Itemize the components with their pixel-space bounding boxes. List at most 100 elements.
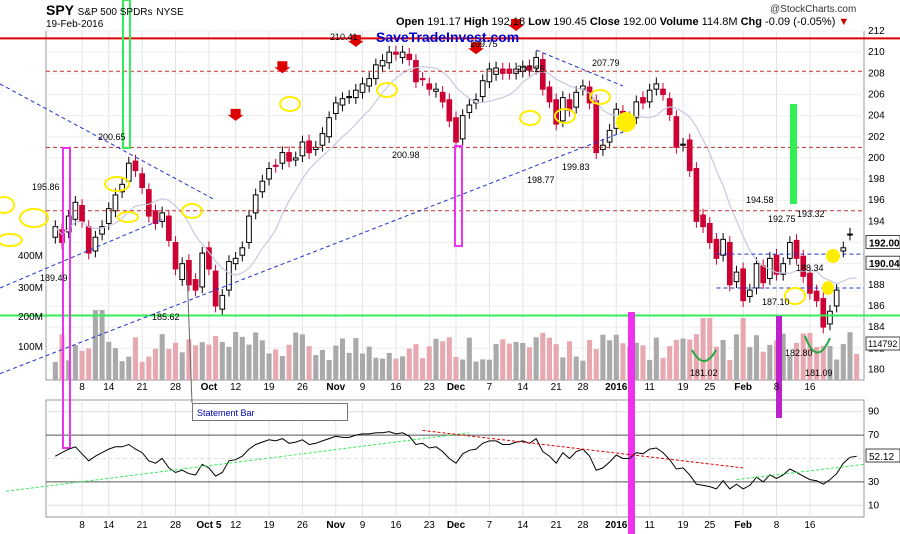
y-tick-label: 206 <box>868 89 885 100</box>
chg-label: Chg <box>740 16 762 28</box>
volume-bar <box>393 358 399 380</box>
volume-bar <box>827 346 833 380</box>
candle-body <box>533 56 539 69</box>
candle-body <box>366 78 373 87</box>
candle-body <box>593 100 600 154</box>
candle-body <box>192 279 199 291</box>
y-tick-label: 202 <box>868 132 885 143</box>
downtrend-line <box>535 49 624 87</box>
y-tick-label: 210 <box>868 47 885 58</box>
volume-bar <box>607 340 613 380</box>
volume-bar <box>66 360 72 380</box>
candle-body <box>539 59 546 90</box>
volume-bar <box>199 342 205 380</box>
volume-bar <box>653 337 659 380</box>
candle-body <box>166 215 172 241</box>
candle-body <box>787 242 793 259</box>
volume-bar <box>720 339 726 380</box>
volume-axis-label: 400M <box>18 251 43 262</box>
last-price-tag: 190.04 <box>869 259 900 270</box>
volume-tag-box <box>865 336 900 351</box>
candle-body <box>79 205 85 222</box>
volume-bar <box>807 332 813 380</box>
volume-bar <box>486 359 492 380</box>
brand-link[interactable]: SaveTradeInvest.com <box>376 29 520 45</box>
volume-bar <box>306 346 312 380</box>
candle-body <box>319 133 326 146</box>
yellow-highlight-ellipse <box>784 287 806 305</box>
volume-bar <box>333 345 339 380</box>
volume-bar <box>460 359 466 380</box>
rsi-support-trendline <box>736 463 865 481</box>
price-label: 198.77 <box>527 175 555 185</box>
candle-body <box>807 272 813 294</box>
volume-bar <box>473 361 479 380</box>
x-tick-label: 9 <box>360 382 366 393</box>
volume-bar <box>279 355 285 380</box>
down-arrow-icon: ▼ <box>838 16 850 28</box>
volume-bar <box>546 337 553 380</box>
x-tick-label-bottom: 28 <box>170 520 182 531</box>
candle-body <box>459 115 466 140</box>
candle-body <box>419 78 426 81</box>
volume-bar <box>620 343 626 380</box>
x-tick-label: 19 <box>263 382 275 393</box>
volume-label: Volume <box>659 16 699 28</box>
yellow-highlight-ellipse <box>0 196 15 214</box>
candle-body <box>85 226 92 254</box>
rsi-tag-box <box>865 448 900 463</box>
candle-body <box>206 247 212 270</box>
candle-body <box>633 101 640 119</box>
x-tick-label-bottom: Dec <box>447 520 466 531</box>
red-arrow-icon <box>508 19 525 31</box>
x-tick-label: 8 <box>79 382 85 393</box>
last-price-tag-box <box>865 235 900 250</box>
rsi-resistance-trendline <box>422 429 744 469</box>
candle-body <box>326 117 332 138</box>
x-tick-label-bottom: 8 <box>79 520 85 531</box>
volume-bar <box>99 310 105 380</box>
volume-bar <box>139 361 145 380</box>
candle-body <box>286 152 292 162</box>
volume-bar <box>380 358 386 380</box>
volume-bar <box>406 348 412 380</box>
x-tick-label: 25 <box>704 382 716 393</box>
volume-bar <box>226 346 232 380</box>
candle-body <box>433 88 439 92</box>
candle-body <box>479 80 486 98</box>
volume-bar <box>794 342 800 380</box>
uptrend-line <box>0 128 630 375</box>
candle-body <box>546 86 553 103</box>
volume-bar <box>540 332 546 380</box>
volume-bar <box>680 338 686 380</box>
volume-bars <box>52 310 860 380</box>
candle-body <box>847 233 853 236</box>
candle-body <box>406 53 413 61</box>
yellow-highlight-ellipse <box>376 82 398 98</box>
close-label: Close <box>589 16 620 28</box>
volume-bar <box>206 344 212 380</box>
volume-bar <box>152 348 159 380</box>
candle-body <box>686 139 693 172</box>
statement-bar-callout: Statement Bar <box>192 403 348 421</box>
volume-bar <box>660 357 666 380</box>
candle-body <box>466 104 473 113</box>
volume-bar <box>640 345 646 380</box>
candle-body <box>726 242 733 286</box>
rsi-y-tick-label: 70 <box>868 430 880 441</box>
y-tick-label: 180 <box>868 364 885 375</box>
low-label: Low <box>528 16 551 28</box>
volume-bar <box>667 346 673 380</box>
volume-bar <box>179 352 185 380</box>
volume-bar <box>840 344 846 380</box>
price-label: 192.75 <box>768 214 796 224</box>
x-tick-label-bottom: Feb <box>734 520 752 531</box>
x-tick-label-bottom: 26 <box>297 520 309 531</box>
volume-tag: 114792 <box>868 339 897 349</box>
y-tick-label: 200 <box>868 153 885 164</box>
candle-body <box>119 183 125 193</box>
volume-bar <box>353 338 359 380</box>
y-tick-label: 196 <box>868 195 885 206</box>
candle-body <box>112 194 119 212</box>
